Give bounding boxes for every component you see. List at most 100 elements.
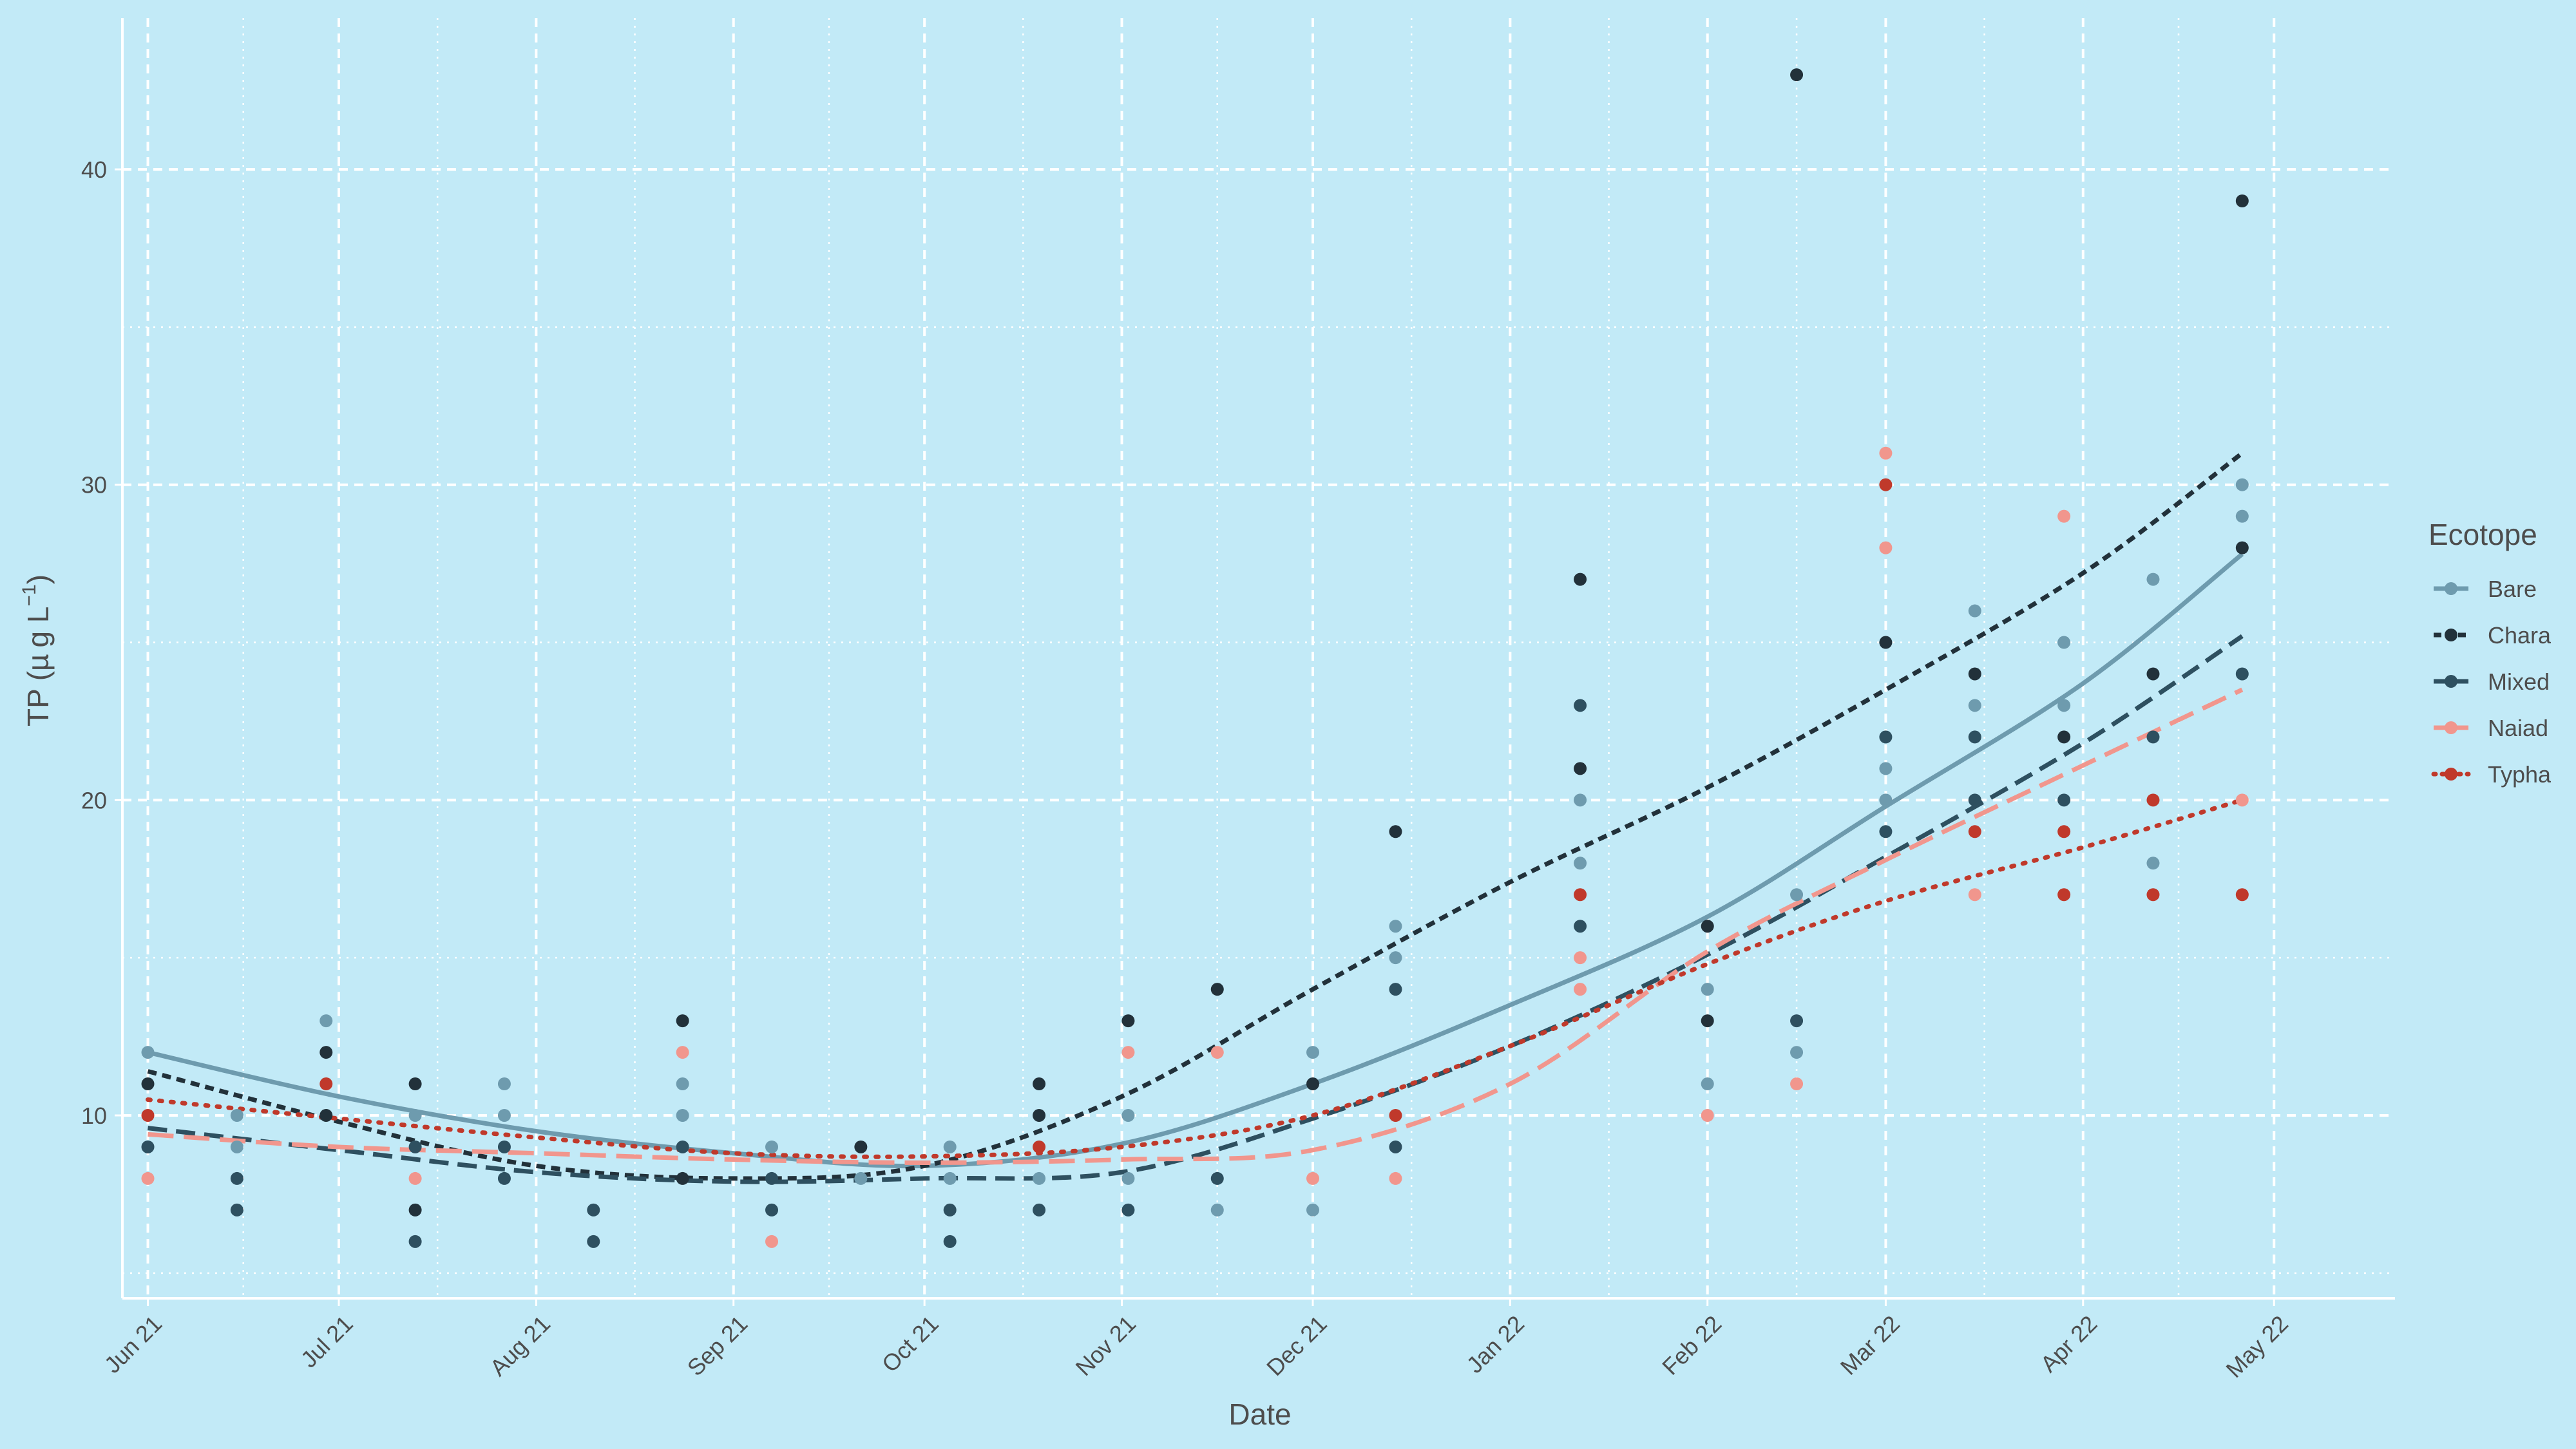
data-point-bare [1879, 793, 1893, 807]
data-point-chara [1879, 636, 1893, 649]
data-point-mixed [408, 1140, 422, 1153]
data-point-typha [320, 1077, 333, 1091]
data-point-typha [1968, 825, 1981, 838]
data-point-chara [676, 1014, 689, 1028]
data-point-bare [2057, 699, 2071, 712]
data-point-mixed [1389, 983, 1402, 996]
data-point-chara [1968, 667, 1981, 681]
data-point-chara [2146, 667, 2160, 681]
data-point-mixed [1968, 793, 1981, 807]
data-point-chara [1306, 1077, 1319, 1091]
data-point-mixed [230, 1203, 243, 1217]
data-point-mixed [2057, 793, 2071, 807]
trend-line-chara [147, 451, 2244, 1181]
data-points [141, 68, 2249, 1248]
data-point-bare [1701, 983, 1714, 996]
data-point-mixed [1968, 730, 1981, 744]
data-point-bare [497, 1109, 511, 1122]
x-axis-title: Date [1228, 1397, 1291, 1431]
data-point-naiad [1389, 1171, 1402, 1185]
data-point-chara [1701, 920, 1714, 933]
data-point-chara [320, 1109, 333, 1122]
data-point-naiad [1574, 951, 1587, 965]
data-point-bare [1306, 1046, 1319, 1059]
data-point-typha [141, 1109, 155, 1122]
data-point-mixed [765, 1203, 778, 1217]
data-point-bare [1033, 1171, 1046, 1185]
data-point-typha [2057, 888, 2071, 902]
data-point-chara [1701, 1014, 1714, 1028]
data-point-mixed [1879, 730, 1893, 744]
data-point-chara [141, 1077, 155, 1091]
data-point-chara [1121, 1014, 1135, 1028]
data-point-mixed [1574, 920, 1587, 933]
data-point-mixed [765, 1171, 778, 1185]
data-point-naiad [1879, 446, 1893, 460]
data-point-mixed [2146, 730, 2160, 744]
trend-line-typha [146, 797, 2245, 1159]
data-point-bare [141, 1046, 155, 1059]
data-point-mixed [497, 1140, 511, 1153]
data-point-typha [2146, 793, 2160, 807]
data-point-bare [1121, 1171, 1135, 1185]
trend-line-naiad [148, 687, 2244, 1165]
data-point-chara [2235, 541, 2249, 554]
data-point-typha [1389, 1109, 1402, 1122]
legend-label-chara: Chara [2488, 622, 2552, 649]
data-point-naiad [1306, 1171, 1319, 1185]
y-tick-label: 10 [81, 1103, 107, 1129]
legend-key-point-typha [2445, 768, 2457, 781]
data-point-bare [320, 1014, 333, 1028]
data-point-bare [676, 1109, 689, 1122]
data-point-typha [1574, 888, 1587, 902]
data-point-bare [408, 1109, 422, 1122]
y-tick-label: 30 [81, 472, 107, 498]
data-point-typha [2235, 888, 2249, 902]
data-point-mixed [141, 1140, 155, 1153]
data-point-bare [1210, 1203, 1224, 1217]
data-point-bare [676, 1077, 689, 1091]
data-point-bare [943, 1171, 957, 1185]
data-point-chara [1574, 762, 1587, 775]
data-point-bare [1968, 604, 1981, 618]
legend-key-point-mixed [2445, 675, 2457, 688]
data-point-naiad [1968, 888, 1981, 902]
data-point-chara [854, 1140, 868, 1153]
legend-label-bare: Bare [2488, 576, 2537, 602]
data-point-naiad [765, 1235, 778, 1248]
data-point-naiad [1701, 1109, 1714, 1122]
data-point-bare [2235, 509, 2249, 523]
data-point-chara [2057, 730, 2071, 744]
legend-label-typha: Typha [2488, 761, 2552, 788]
data-point-chara [1033, 1109, 1046, 1122]
data-point-bare [1574, 793, 1587, 807]
data-point-naiad [1790, 1077, 1804, 1091]
data-point-mixed [497, 1171, 511, 1185]
data-point-bare [1790, 1046, 1804, 1059]
data-point-chara [1033, 1077, 1046, 1091]
data-point-bare [2146, 573, 2160, 586]
data-point-naiad [1574, 983, 1587, 996]
data-point-mixed [1033, 1203, 1046, 1217]
y-axis-tick-labels: 10 20 30 40 [81, 156, 122, 1129]
data-point-naiad [1879, 541, 1893, 554]
data-point-mixed [676, 1140, 689, 1153]
data-point-naiad [408, 1171, 422, 1185]
data-point-bare [943, 1140, 957, 1153]
data-point-bare [1574, 857, 1587, 870]
data-point-chara [1210, 983, 1224, 996]
legend: Ecotope Bare Chara Mixed Naiad Typha [2428, 518, 2552, 788]
data-point-naiad [2057, 509, 2071, 523]
data-point-naiad [2235, 793, 2249, 807]
data-point-bare [1790, 888, 1804, 902]
data-point-bare [2057, 636, 2071, 649]
data-point-bare [1968, 699, 1981, 712]
data-point-bare [1121, 1109, 1135, 1122]
data-point-chara [1574, 573, 1587, 586]
data-point-bare [1879, 762, 1893, 775]
data-point-naiad [141, 1171, 155, 1185]
data-point-mixed [943, 1235, 957, 1248]
data-point-mixed [408, 1235, 422, 1248]
